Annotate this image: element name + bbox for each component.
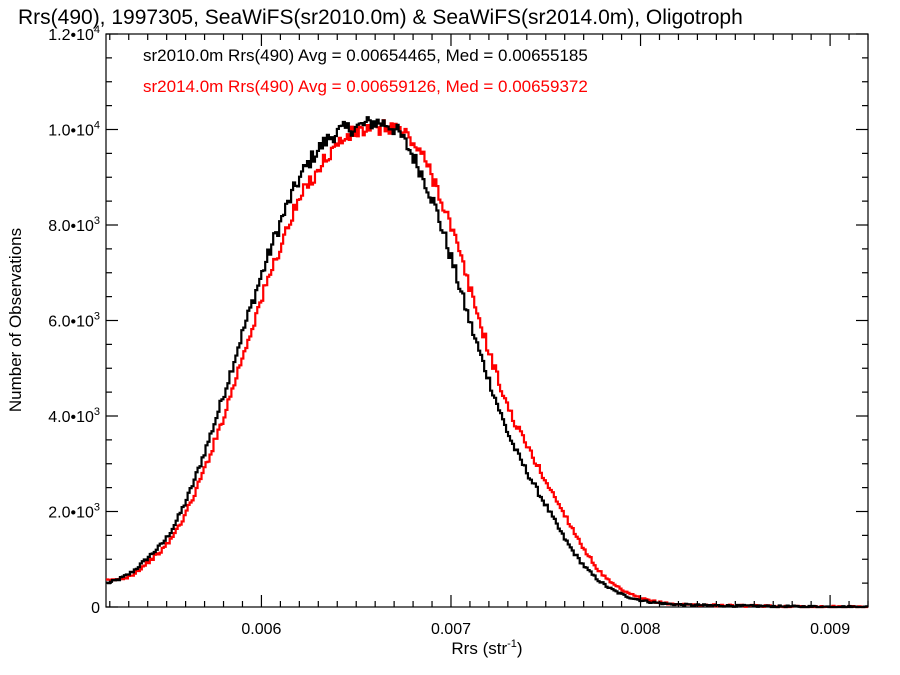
- series-layer: [106, 116, 868, 609]
- chart-title: Rrs(490), 1997305, SeaWiFS(sr2010.0m) & …: [18, 6, 743, 29]
- x-axis-label-main: Rrs (str: [451, 639, 507, 658]
- tick-layer: 0.006 0.007 0.008 0.009 0 2.0•103 4.0•103 6.0•1…: [48, 24, 869, 638]
- legend-entry-sr2014: sr2014.0m Rrs(490) Avg = 0.00659126, Med…: [143, 77, 588, 96]
- y-tick-label: 8.0•103: [48, 215, 100, 235]
- y-tick-label: 2.0•103: [48, 502, 100, 522]
- y-tick-label: 1.2•104: [48, 24, 100, 44]
- x-tick-label: 0.008: [621, 621, 661, 638]
- x-tick-label: 0.007: [431, 621, 471, 638]
- y-tick-label: 1.0•104: [48, 120, 100, 140]
- plot-frame: [105, 33, 869, 608]
- series-line-sr2014-0m: [106, 119, 868, 609]
- x-tick-label: 0.006: [241, 621, 281, 638]
- x-axis-label: Rrs (str-1): [451, 638, 522, 658]
- x-axis-label-superscript: -1: [507, 638, 517, 650]
- series-line-sr2010-0m: [106, 116, 868, 609]
- y-tick-label: 6.0•103: [48, 311, 100, 331]
- legend-entry-sr2010: sr2010.0m Rrs(490) Avg = 0.00654465, Med…: [143, 46, 588, 65]
- x-axis-label-close: ): [517, 639, 523, 658]
- y-tick-label: 4.0•103: [48, 406, 100, 426]
- y-tick-label: 0: [91, 600, 100, 617]
- y-axis-label: Number of Observations: [6, 228, 25, 412]
- x-tick-label: 0.009: [810, 621, 850, 638]
